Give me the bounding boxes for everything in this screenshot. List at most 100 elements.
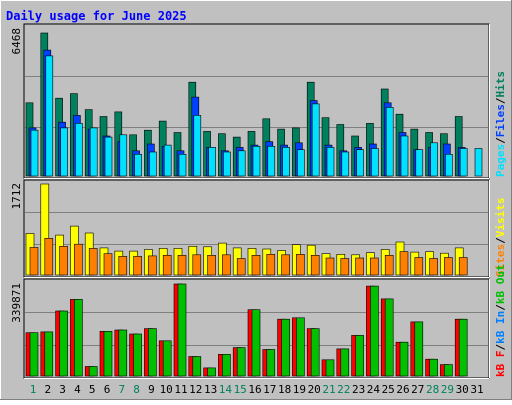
x-tick-label-day-16: 16 bbox=[248, 383, 261, 396]
x-tick-label-day-7: 7 bbox=[118, 383, 125, 396]
bar-kbout-day-14 bbox=[222, 353, 231, 377]
legend-kb-f: kB F bbox=[494, 351, 507, 378]
legend-files: Files bbox=[494, 104, 507, 137]
bar-sites-day-21 bbox=[325, 257, 335, 276]
bar-kbout-day-1 bbox=[29, 332, 39, 377]
bars-kbytes bbox=[25, 283, 468, 377]
panel2-legend: Sites/Visits bbox=[494, 198, 507, 278]
bar-pages-day-30 bbox=[459, 148, 468, 177]
bar-sites-day-2 bbox=[44, 238, 54, 276]
bar-kbout-day-6 bbox=[103, 330, 113, 377]
bar-pages-day-11 bbox=[178, 154, 187, 177]
bar-pages-day-5 bbox=[89, 127, 98, 177]
bar-pages-day-29 bbox=[445, 154, 453, 177]
chart-title: Daily usage for June 2025 bbox=[6, 9, 187, 23]
bar-sites-day-10 bbox=[162, 255, 172, 276]
bar-sites-day-25 bbox=[384, 255, 394, 276]
bar-pages-day-8 bbox=[134, 154, 142, 177]
bar-pages-day-12 bbox=[193, 115, 202, 177]
bar-kbout-day-7 bbox=[118, 329, 128, 377]
legend-slash: / bbox=[494, 344, 507, 351]
bar-sites-day-7 bbox=[118, 256, 128, 276]
bar-kbout-day-22 bbox=[340, 348, 350, 377]
bar-sites-day-29 bbox=[444, 257, 453, 276]
panel1-legend: Pages/Files/Hits bbox=[494, 71, 507, 177]
legend-slash: / bbox=[494, 97, 507, 104]
x-tick-label-day-29: 29 bbox=[441, 383, 454, 396]
bar-pages-day-25 bbox=[385, 107, 394, 177]
bar-sites-day-12 bbox=[192, 254, 202, 276]
bar-pages-day-18 bbox=[282, 147, 290, 177]
bar-pages-day-14 bbox=[223, 151, 231, 177]
x-tick-label-day-10: 10 bbox=[160, 383, 173, 396]
x-tick-label-day-22: 22 bbox=[337, 383, 350, 396]
legend-slash: / bbox=[494, 304, 507, 311]
bar-pages-day-23 bbox=[356, 149, 364, 177]
bar-kbout-day-4 bbox=[74, 299, 83, 377]
bar-pages-day-20 bbox=[311, 103, 320, 177]
bar-pages-day-3 bbox=[60, 127, 68, 177]
x-tick-label-day-4: 4 bbox=[74, 383, 81, 396]
bar-sites-day-1 bbox=[29, 247, 39, 276]
x-tick-label-day-27: 27 bbox=[411, 383, 424, 396]
bar-pages-day-19 bbox=[297, 149, 305, 177]
x-tick-label-day-13: 13 bbox=[204, 383, 217, 396]
bar-sites-day-3 bbox=[59, 246, 68, 276]
bar-kbout-day-8 bbox=[133, 333, 142, 377]
bar-sites-day-22 bbox=[340, 258, 350, 276]
x-tick-label-day-31: 31 bbox=[470, 383, 483, 396]
legend-slash: / bbox=[494, 137, 507, 144]
bar-kbout-day-20 bbox=[310, 328, 320, 377]
legend-hits: Hits bbox=[494, 71, 507, 98]
bar-sites-day-18 bbox=[281, 254, 290, 276]
bar-pages-day-28 bbox=[430, 142, 438, 177]
x-tick-label-day-19: 19 bbox=[293, 383, 306, 396]
bar-sites-day-5 bbox=[88, 248, 98, 276]
bar-sites-day-15 bbox=[236, 258, 246, 276]
legend-visits: Visits bbox=[494, 198, 507, 238]
bar-kbout-day-30 bbox=[458, 318, 468, 377]
x-tick-label-day-21: 21 bbox=[322, 383, 335, 396]
x-tick-label-day-18: 18 bbox=[278, 383, 291, 396]
bar-sites-day-23 bbox=[355, 257, 364, 276]
bar-kbout-day-17 bbox=[266, 349, 276, 377]
bar-pages-day-21 bbox=[326, 147, 335, 177]
bar-sites-day-8 bbox=[133, 256, 142, 276]
bar-pages-day-24 bbox=[371, 148, 379, 177]
x-tick-label-day-12: 12 bbox=[189, 383, 202, 396]
x-tick-label-day-9: 9 bbox=[148, 383, 155, 396]
bar-pages-day-31 bbox=[474, 148, 483, 177]
bar-kbout-day-10 bbox=[162, 340, 172, 377]
bar-sites-day-9 bbox=[148, 255, 157, 276]
bar-kbout-day-28 bbox=[429, 358, 438, 377]
bar-sites-day-20 bbox=[310, 255, 320, 276]
bar-kbout-day-15 bbox=[236, 347, 246, 377]
bars-pages-files-hits bbox=[25, 32, 483, 177]
x-tick-label-day-11: 11 bbox=[174, 383, 187, 396]
x-tick-label-day-17: 17 bbox=[263, 383, 276, 396]
bar-kbout-day-13 bbox=[207, 367, 216, 377]
x-tick-label-day-15: 15 bbox=[234, 383, 247, 396]
bar-kbout-day-27 bbox=[414, 321, 424, 377]
bar-pages-day-13 bbox=[208, 147, 216, 177]
bar-sites-day-19 bbox=[296, 254, 305, 276]
x-tick-label-day-24: 24 bbox=[367, 383, 381, 396]
bar-sites-day-26 bbox=[399, 251, 409, 276]
bar-sites-day-17 bbox=[266, 254, 276, 276]
bar-sites-day-28 bbox=[429, 258, 438, 276]
x-tick-label-day-28: 28 bbox=[426, 383, 439, 396]
bar-sites-day-27 bbox=[414, 257, 424, 276]
x-tick-label-day-8: 8 bbox=[133, 383, 140, 396]
bar-kbout-day-16 bbox=[251, 309, 261, 377]
legend-slash: / bbox=[494, 237, 507, 244]
bar-kbout-day-21 bbox=[325, 359, 335, 377]
x-tick-label-day-1: 1 bbox=[30, 383, 37, 396]
bar-pages-day-15 bbox=[237, 150, 246, 177]
panel3-max-label: 339871 bbox=[10, 283, 23, 323]
bar-kbout-day-25 bbox=[384, 298, 394, 377]
bar-pages-day-22 bbox=[341, 151, 350, 177]
bar-pages-day-26 bbox=[400, 135, 409, 177]
bar-kbout-day-26 bbox=[399, 341, 409, 377]
legend-kb-in: kB In bbox=[494, 311, 507, 344]
